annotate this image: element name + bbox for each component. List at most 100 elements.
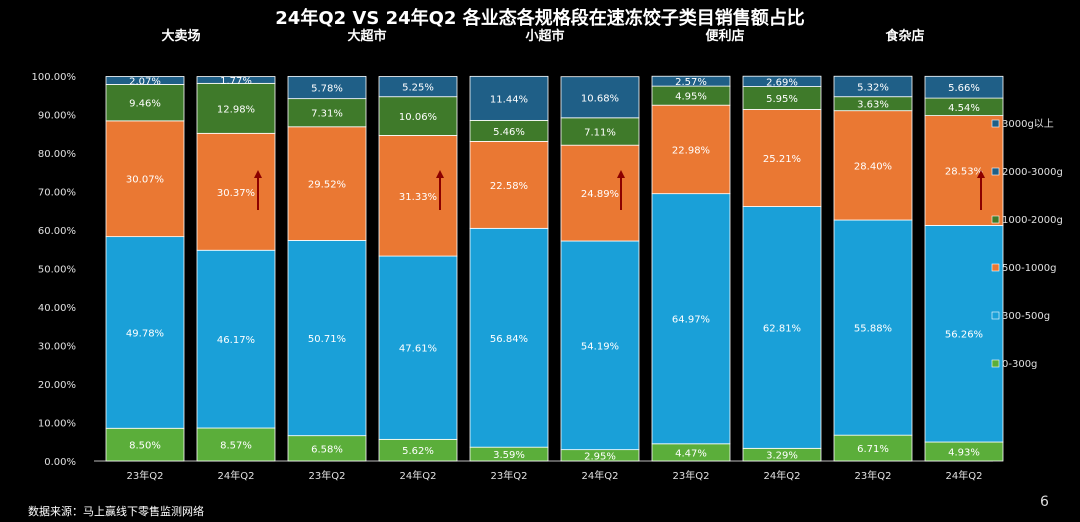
x-tick-label: 24年Q2 <box>400 469 437 482</box>
y-tick-label: 30.00% <box>38 342 76 353</box>
data-label: 10.68% <box>581 93 619 104</box>
y-tick-label: 0.00% <box>44 457 76 468</box>
data-label: 4.54% <box>948 103 980 114</box>
bar-segment <box>105 427 185 462</box>
x-tick-label: 24年Q2 <box>582 469 619 482</box>
data-label: 5.95% <box>766 94 798 105</box>
data-label: 4.93% <box>948 448 980 459</box>
data-label: 7.31% <box>311 109 343 120</box>
legend-label: 2000-3000g <box>1002 167 1063 178</box>
data-label: 64.97% <box>672 315 710 326</box>
y-tick-label: 50.00% <box>38 265 76 276</box>
data-label: 11.44% <box>490 94 528 105</box>
trend-arrow-head <box>436 170 444 178</box>
bar-segment <box>378 255 458 440</box>
x-tick-label: 23年Q2 <box>673 469 710 482</box>
data-label: 29.52% <box>308 180 346 191</box>
bar-segment <box>287 126 367 241</box>
data-label: 49.78% <box>126 328 164 339</box>
data-label: 9.46% <box>129 99 161 110</box>
x-tick-label: 24年Q2 <box>764 469 801 482</box>
bar-segment <box>196 82 276 134</box>
data-label: 10.06% <box>399 112 437 123</box>
bar-segment <box>287 75 367 100</box>
bar-segment <box>378 135 458 257</box>
bar-segment <box>105 236 185 429</box>
bar-segment <box>287 240 367 437</box>
y-tick-label: 40.00% <box>38 303 76 314</box>
bar-segment <box>560 240 640 451</box>
bar-segment <box>833 75 913 98</box>
bar-segment <box>924 115 1004 226</box>
data-label: 1.77% <box>220 76 252 87</box>
legend-label: 300-500g <box>1002 311 1050 322</box>
x-tick-label: 23年Q2 <box>855 469 892 482</box>
data-label: 30.07% <box>126 175 164 186</box>
bar-segment <box>469 227 549 448</box>
data-label: 2.07% <box>129 76 161 87</box>
legend-label: 1000-2000g <box>1002 215 1063 226</box>
y-tick-label: 60.00% <box>38 226 76 237</box>
data-label: 54.19% <box>581 341 619 352</box>
data-label: 6.71% <box>857 444 889 455</box>
legend-label: 3000g以上 <box>1002 118 1054 130</box>
data-label: 4.95% <box>675 92 707 103</box>
legend-swatch <box>991 311 1000 320</box>
group-header: 便利店 <box>705 28 744 44</box>
data-label: 8.57% <box>220 441 252 452</box>
x-tick-label: 23年Q2 <box>491 469 528 482</box>
data-label: 56.26% <box>945 330 983 341</box>
data-label: 5.78% <box>311 84 343 95</box>
data-label: 50.71% <box>308 334 346 345</box>
bar-segment <box>560 144 640 242</box>
legend-label: 0-300g <box>1002 359 1037 370</box>
bar-segment <box>469 75 549 121</box>
data-label: 25.21% <box>763 154 801 165</box>
bar-segment <box>196 132 276 251</box>
bar-segment <box>105 84 185 122</box>
bar-segment <box>378 76 458 98</box>
page-number: 6 <box>1040 494 1049 510</box>
page-title: 24年Q2 VS 24年Q2 各业态各规格段在速冻饺子类目销售额占比 <box>275 8 805 29</box>
data-label: 2.95% <box>584 451 616 462</box>
y-tick-label: 70.00% <box>38 188 76 199</box>
bar-segment <box>105 76 185 85</box>
bar-segment <box>742 109 822 207</box>
y-tick-label: 100.00% <box>32 72 77 83</box>
x-tick-label: 23年Q2 <box>309 469 346 482</box>
data-label: 5.66% <box>948 83 980 94</box>
legend-label: 500-1000g <box>1002 263 1057 274</box>
legend-swatch <box>991 215 1000 224</box>
data-label: 3.63% <box>857 100 889 111</box>
data-label: 28.53% <box>945 166 983 177</box>
bar-segment <box>560 117 640 146</box>
data-label: 56.84% <box>490 334 528 345</box>
bar-segment <box>651 193 731 445</box>
data-label: 22.58% <box>490 181 528 192</box>
bar-segment <box>924 75 1004 99</box>
data-label: 4.47% <box>675 448 707 459</box>
data-label: 5.25% <box>402 83 434 94</box>
y-tick-label: 90.00% <box>38 111 76 122</box>
data-label: 5.46% <box>493 127 525 138</box>
data-source-note: 数据来源：马上赢线下零售监测网络 <box>28 505 204 518</box>
data-label: 30.37% <box>217 188 255 199</box>
legend-swatch <box>991 359 1000 368</box>
data-label: 7.11% <box>584 127 616 138</box>
data-label: 3.59% <box>493 450 525 461</box>
x-tick-label: 24年Q2 <box>946 469 983 482</box>
data-label: 5.32% <box>857 82 889 93</box>
data-label: 12.98% <box>217 104 255 115</box>
data-label: 46.17% <box>217 335 255 346</box>
trend-arrow-head <box>617 170 625 178</box>
bar-segment <box>742 75 822 87</box>
y-tick-label: 10.00% <box>38 419 76 430</box>
data-label: 5.62% <box>402 446 434 457</box>
data-label: 47.61% <box>399 344 437 355</box>
x-tick-label: 23年Q2 <box>127 469 164 482</box>
legend-swatch <box>991 119 1000 128</box>
group-header: 小超市 <box>525 28 564 44</box>
data-label: 24.89% <box>581 189 619 200</box>
data-label: 31.33% <box>399 192 437 203</box>
